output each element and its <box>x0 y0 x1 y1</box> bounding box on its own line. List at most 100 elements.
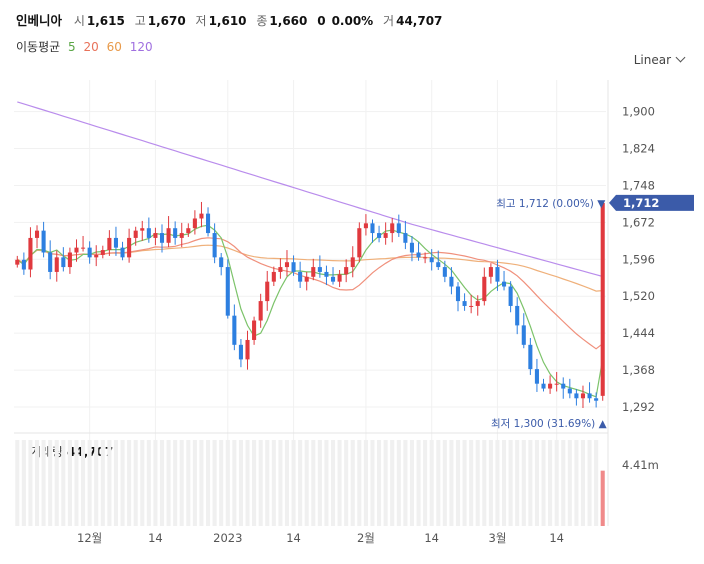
change-value: 0 <box>317 14 326 28</box>
candle <box>475 295 480 316</box>
candle-body <box>528 344 533 370</box>
volume-bar <box>245 440 250 526</box>
y-tick-label: 1,368 <box>622 363 655 377</box>
candle <box>206 207 211 237</box>
candle-body <box>370 223 375 234</box>
candle <box>271 266 276 287</box>
ma-20-line <box>16 237 604 350</box>
candle <box>146 217 151 243</box>
candle <box>304 271 309 291</box>
candle-body <box>567 388 572 394</box>
volume-bar <box>67 440 72 526</box>
volume-bar <box>113 440 118 526</box>
volume-bar <box>81 440 86 526</box>
candle <box>495 259 500 291</box>
volume-bar <box>252 440 257 526</box>
candle-body <box>232 315 237 345</box>
x-tick-label: 2023 <box>213 531 242 545</box>
volume-bar <box>469 440 474 526</box>
candle <box>192 210 197 235</box>
candle <box>416 242 421 261</box>
volume-bar <box>390 440 395 526</box>
candle-body <box>113 237 118 248</box>
y-tick-label: 1,748 <box>622 178 655 192</box>
volume-bar <box>186 440 191 526</box>
candle-body <box>442 267 447 277</box>
candle-body <box>455 286 461 302</box>
high-annotation: 최고 1,712 (0.00%) ▼ <box>496 198 606 210</box>
volume-bar <box>508 440 513 526</box>
candle <box>541 378 546 392</box>
candle-body <box>284 262 290 268</box>
volume-bar <box>429 440 434 526</box>
candle <box>587 382 592 403</box>
candle-body <box>495 267 500 282</box>
candle-body <box>330 276 336 282</box>
candle <box>567 378 572 399</box>
candle <box>508 281 513 313</box>
volume-bar <box>120 440 125 526</box>
low-label: 저 <box>195 14 207 28</box>
candle-body <box>436 262 441 268</box>
candle-body <box>238 344 243 360</box>
candle-body <box>423 257 428 259</box>
y-tick-label: 1,824 <box>622 142 655 156</box>
candle <box>94 245 99 267</box>
candle-body <box>554 383 559 385</box>
candle <box>548 375 553 394</box>
candle <box>330 267 336 285</box>
open-value: 1,615 <box>86 14 125 28</box>
candle <box>232 304 237 351</box>
volume-bar <box>21 440 26 526</box>
volume-bar <box>94 440 99 526</box>
candle-body <box>81 247 86 249</box>
candle-body <box>74 247 79 253</box>
candle <box>87 241 92 264</box>
low-value: 1,610 <box>208 14 247 28</box>
candle <box>127 228 132 263</box>
volume-bar <box>48 440 53 526</box>
volume-bar <box>199 440 204 526</box>
candle-body <box>48 252 53 272</box>
scale-selector[interactable]: Linear <box>633 52 686 67</box>
candle <box>219 252 224 276</box>
candle-body <box>548 383 553 389</box>
candle-body <box>403 233 408 243</box>
x-tick-label: 14 <box>148 531 163 545</box>
current-price-label: 1,712 <box>623 196 659 210</box>
candle-body <box>561 383 566 389</box>
candle-body <box>429 257 434 263</box>
candle-body <box>462 301 467 306</box>
x-tick-label: 3월 <box>489 531 507 545</box>
candle <box>390 218 395 243</box>
volume-bar <box>337 440 342 526</box>
volume-bar <box>383 440 388 526</box>
volume-bar <box>324 440 329 526</box>
candle <box>377 225 382 243</box>
candle <box>153 227 158 246</box>
candle <box>574 389 579 406</box>
volume-bar <box>580 440 586 526</box>
current-price-tag <box>609 194 694 211</box>
ma-120-line <box>17 101 603 278</box>
candle <box>337 269 342 287</box>
moving-average-legend[interactable]: 이동평균 5 20 60 120 <box>16 38 157 55</box>
volume-bar <box>311 440 316 526</box>
candle-body <box>166 228 171 243</box>
volume-bar <box>159 440 165 526</box>
scale-selector-label: Linear <box>633 53 671 67</box>
volume-bar <box>350 440 355 526</box>
candle <box>258 293 263 328</box>
volume-bar <box>403 440 408 526</box>
candle <box>278 258 283 279</box>
volume-bar <box>554 440 559 526</box>
candle-body <box>580 393 586 399</box>
volume-bar <box>271 440 276 526</box>
candle <box>61 247 66 272</box>
candle-body <box>304 276 309 282</box>
candle-body <box>390 223 395 234</box>
candle <box>442 260 447 283</box>
close-label: 종 <box>256 14 268 28</box>
candle <box>429 249 434 271</box>
